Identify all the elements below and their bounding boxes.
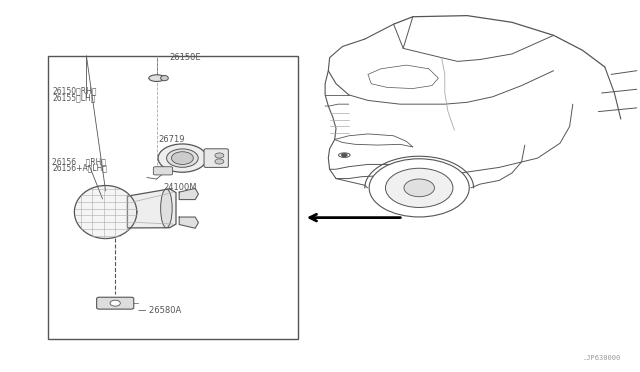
Text: 24100M: 24100M (163, 183, 196, 192)
Text: .JP630000: .JP630000 (582, 355, 621, 361)
Polygon shape (127, 189, 176, 228)
Circle shape (404, 179, 435, 197)
FancyBboxPatch shape (204, 149, 228, 167)
Text: 26155〈LH〉: 26155〈LH〉 (52, 93, 96, 102)
Bar (48, 56, 298, 339)
Text: 26719: 26719 (159, 135, 185, 144)
Circle shape (385, 168, 453, 208)
Text: 26156+A〈LH〉: 26156+A〈LH〉 (52, 164, 108, 173)
Ellipse shape (158, 144, 207, 172)
Ellipse shape (166, 149, 198, 167)
Circle shape (172, 152, 193, 164)
Polygon shape (74, 186, 137, 238)
Text: 26150E: 26150E (170, 53, 201, 62)
Text: — 26580A: — 26580A (138, 306, 181, 315)
FancyBboxPatch shape (97, 297, 134, 309)
Circle shape (342, 154, 347, 157)
Circle shape (215, 159, 224, 164)
Ellipse shape (161, 189, 172, 228)
Ellipse shape (161, 76, 168, 81)
FancyBboxPatch shape (154, 167, 173, 175)
Circle shape (110, 300, 120, 306)
Circle shape (215, 153, 224, 158)
Circle shape (369, 159, 469, 217)
Polygon shape (179, 217, 198, 228)
Polygon shape (179, 188, 198, 199)
Ellipse shape (339, 153, 350, 157)
Ellipse shape (149, 75, 165, 81)
Text: 26156    〈RH〉: 26156 〈RH〉 (52, 157, 106, 166)
Text: 26150〈RH〉: 26150〈RH〉 (52, 87, 97, 96)
